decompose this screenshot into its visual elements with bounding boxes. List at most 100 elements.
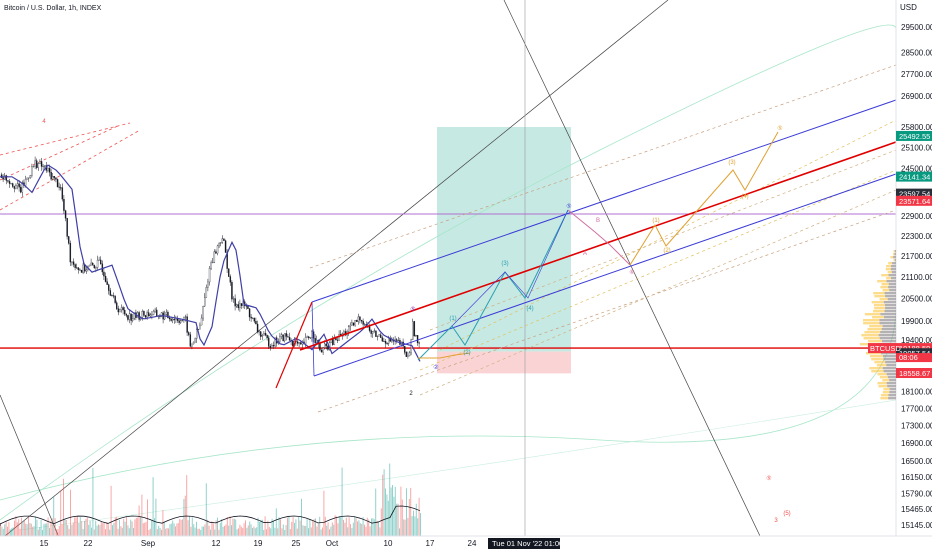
trend-line (503, 0, 761, 536)
candle-body (200, 317, 203, 326)
volume-bar (250, 524, 252, 536)
volume-bar (239, 524, 241, 536)
volume-bar (263, 529, 265, 536)
candle-body (223, 238, 225, 241)
volume-bar (371, 518, 372, 536)
candle-body (218, 243, 220, 247)
volume-bar (106, 522, 108, 536)
candle-body (108, 284, 110, 291)
candle-body (320, 349, 323, 353)
candle-body (120, 307, 123, 310)
wave-projection-teal (417, 209, 569, 361)
volume-bar (319, 516, 321, 536)
price-tick-label: 22300.00 (901, 232, 932, 241)
volume-profile-bar (880, 331, 896, 334)
countdown-badge (896, 353, 932, 363)
volume-bar (82, 528, 84, 536)
volume-bar (35, 516, 36, 536)
volume-bar (287, 517, 288, 536)
price-badge-label: 23597.54 (899, 190, 930, 199)
volume-bar (56, 529, 57, 536)
volume-bar (65, 519, 67, 536)
volume-bar (194, 527, 196, 536)
volume-bar (212, 523, 214, 536)
wave-label: (4) (741, 194, 748, 200)
volume-profile-bar (869, 367, 896, 370)
volume-bar (208, 525, 210, 536)
volume-bar (43, 523, 45, 536)
candle-body (274, 337, 276, 347)
volume-bar (79, 517, 81, 536)
volume-bar (357, 521, 358, 536)
volume-bar (113, 523, 115, 536)
volume-bar (281, 528, 283, 536)
volume-profile-bar (889, 388, 896, 391)
volume-bar (380, 508, 382, 536)
long-position-profit-zone (437, 126, 571, 352)
candle-body (407, 355, 409, 357)
volume-bar (0, 523, 1, 536)
price-tick-label: 18100.00 (901, 388, 932, 397)
volume-bar (313, 519, 315, 536)
candle-body (373, 330, 376, 332)
volume-bar (46, 523, 48, 536)
volume-bar (71, 524, 73, 536)
volume-bar (326, 525, 328, 536)
volume-bar (119, 519, 120, 536)
volume-profile-bar (879, 337, 896, 340)
volume-profile-bar (877, 382, 896, 385)
volume-profile-bar (871, 301, 896, 304)
price-tick-label: 21700.00 (901, 252, 932, 261)
volume-bar (383, 469, 385, 536)
volume-bar (368, 519, 370, 536)
candle-body (79, 269, 81, 271)
volume-bar (61, 524, 63, 536)
candle-body (396, 339, 398, 341)
volume-bar (410, 487, 412, 536)
candle-body (186, 316, 188, 333)
crosshair: Tue 01 Nov '22 01:00 (488, 538, 563, 549)
volume-profile-bar (864, 331, 896, 334)
volume-bar (21, 517, 22, 536)
volume-bar (308, 528, 309, 536)
volume-bar (336, 516, 337, 536)
volume-bar (354, 516, 356, 536)
candle-body (165, 311, 168, 315)
candle-body (240, 303, 243, 306)
volume-bar (408, 498, 410, 536)
time-axis[interactable]: 15 22 Sep 12 19 25 Oct 10 17 24 (0, 535, 932, 550)
price-axis[interactable]: USD 15145.00 15465.00 15790.00 16150.00 1650… (895, 0, 932, 550)
candle-body (247, 306, 249, 309)
candle-body (408, 352, 411, 357)
wave-label: B (596, 218, 600, 224)
volume-bar (309, 518, 311, 536)
candle-body (178, 320, 180, 323)
volume-bar (123, 518, 125, 536)
parallel-dashed-line (419, 189, 896, 396)
candle-body (181, 320, 184, 321)
volume-bar (273, 520, 274, 536)
candle-body (248, 308, 251, 318)
volume-profile-bar (882, 391, 896, 394)
parallel-dashed-line (419, 169, 896, 371)
candle-body (2, 177, 4, 180)
candle-body (405, 352, 408, 357)
candle-body (332, 339, 334, 345)
candle-body (205, 287, 208, 298)
candle-body (308, 336, 310, 339)
candle-body (221, 238, 224, 243)
long-position-loss-zone (437, 351, 571, 374)
candle-body (252, 317, 254, 319)
currency-label: USD (900, 3, 917, 12)
volume-bar (397, 503, 399, 536)
volume-bar (177, 523, 179, 536)
volume-profile-bar (894, 259, 896, 262)
volume-profile-bar (863, 319, 896, 322)
volume-bar (214, 529, 216, 536)
volume-bar (232, 518, 234, 536)
volume-bar (252, 527, 253, 536)
volume-bar (303, 525, 305, 536)
volume-bar (169, 524, 171, 536)
